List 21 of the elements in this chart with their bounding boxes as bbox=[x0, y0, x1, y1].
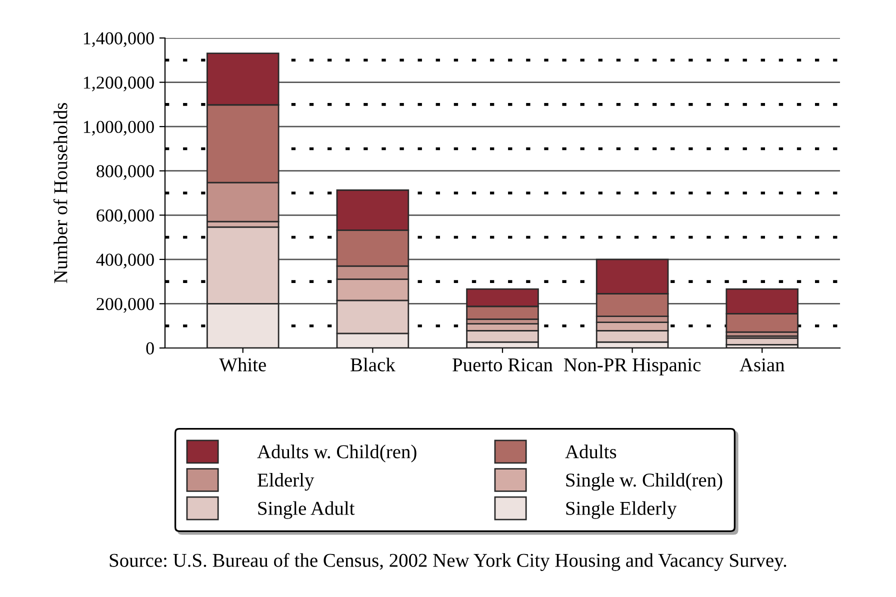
y-axis-title: Number of Households bbox=[53, 102, 68, 284]
y-tick-label: 600,000 bbox=[96, 209, 154, 224]
legend-label: Single Adult bbox=[258, 501, 355, 519]
legend-label: Single w. Child(ren) bbox=[566, 472, 722, 491]
legend-label: Single Elderly bbox=[566, 501, 677, 519]
y-tick-label: 1,400,000 bbox=[84, 32, 154, 48]
y-tick-label: 1,000,000 bbox=[84, 120, 154, 136]
legend-label: Elderly bbox=[258, 472, 314, 491]
y-tick-label: 400,000 bbox=[96, 254, 154, 268]
source-note: Source: U.S. Bureau of the Census, 2002 New York City Housing and Vacancy Survey. bbox=[110, 553, 786, 571]
x-tick-label: Black bbox=[350, 358, 396, 372]
y-tick-label: 800,000 bbox=[96, 165, 154, 180]
y-tick-label: 200,000 bbox=[96, 298, 154, 313]
x-tick-label: White bbox=[219, 358, 266, 372]
x-tick-label: Non-PR Hispanic bbox=[564, 358, 701, 376]
x-tick-label: Puerto Rican bbox=[452, 358, 553, 372]
x-tick-label: Asian bbox=[740, 358, 784, 372]
legend-label: Adults w. Child(ren) bbox=[257, 444, 416, 462]
y-tick-label: 1,200,000 bbox=[84, 76, 154, 92]
y-tick-label: 0 bbox=[146, 342, 154, 354]
legend-label: Adults bbox=[565, 444, 616, 458]
